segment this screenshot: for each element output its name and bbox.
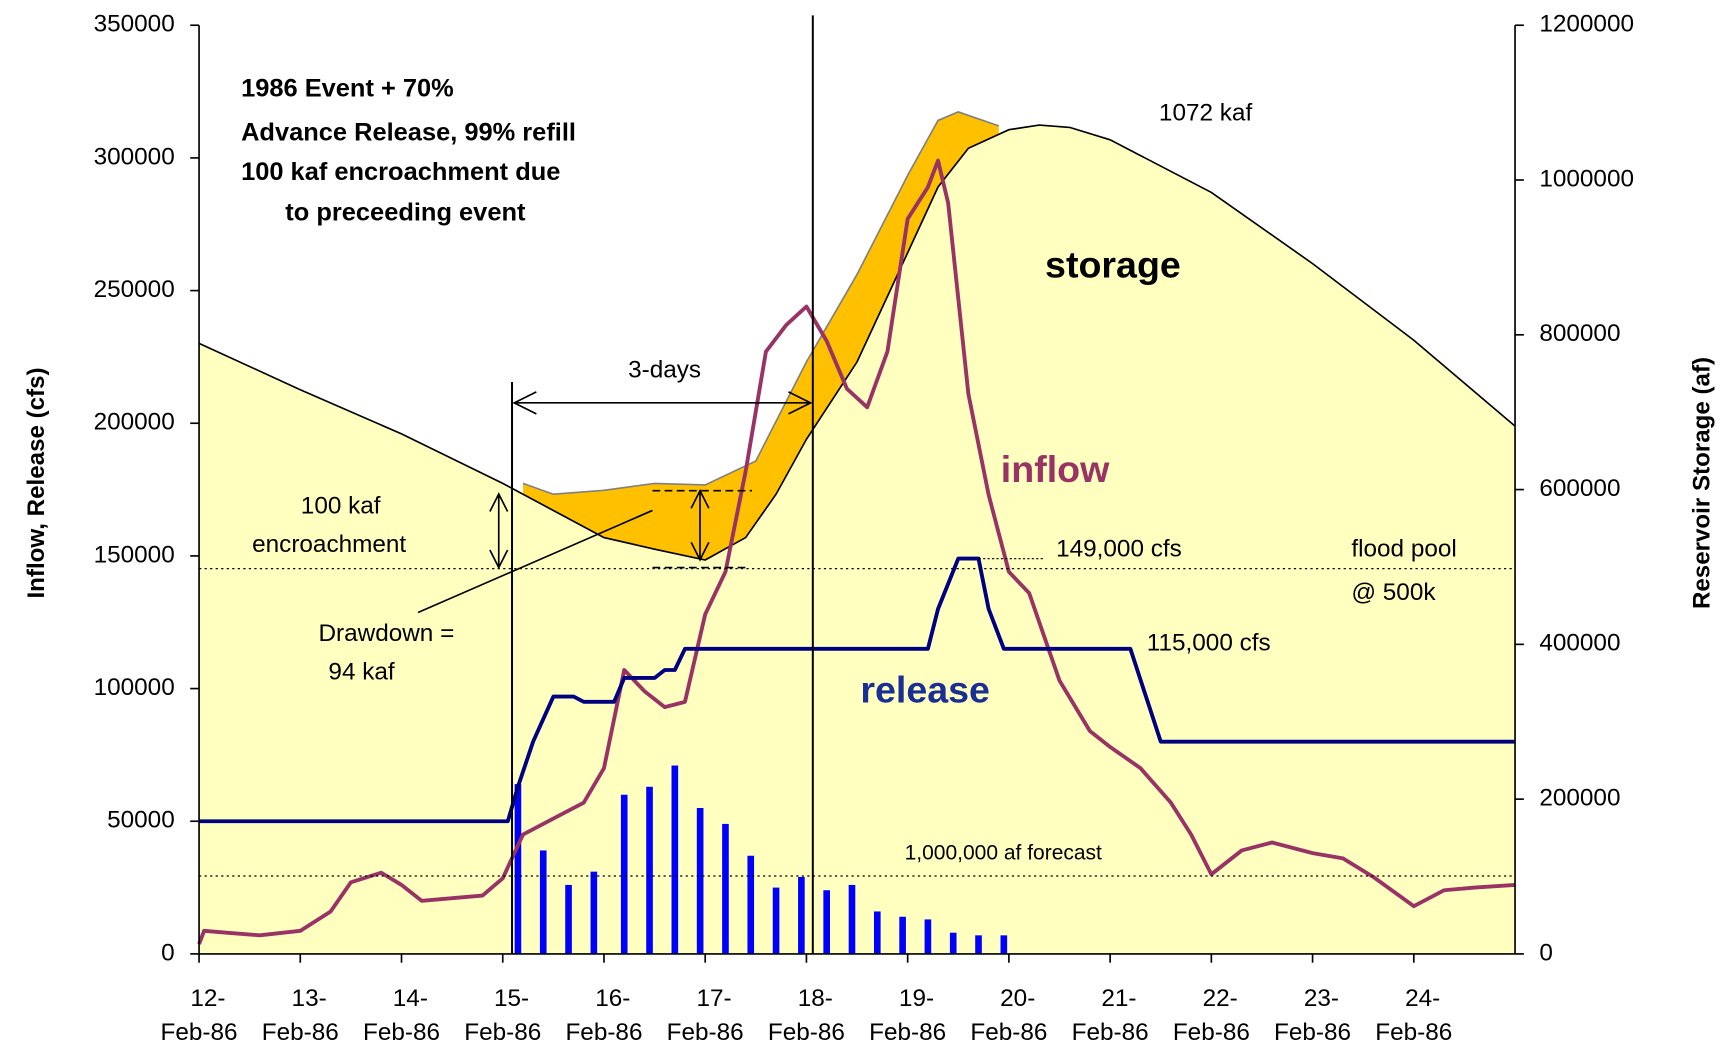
area-outline [522, 111, 1000, 496]
annotation-shapes [199, 15, 1516, 954]
x-tick-label: 24-Feb-86 [1375, 985, 1452, 1046]
x-tick-label: 16-Feb-86 [565, 985, 642, 1046]
bar [696, 807, 704, 954]
line [199, 556, 1516, 824]
bar [539, 850, 547, 954]
annotation: 100 kaf encroachment due [241, 158, 560, 186]
annotation: 1986 Event + 70% [241, 75, 454, 103]
bar [924, 919, 932, 954]
annotation: flood pool [1351, 535, 1456, 562]
area-outline [198, 124, 1516, 561]
x-tick-label: 21-Feb-86 [1072, 985, 1149, 1046]
y2-tick-label: 400000 [1539, 630, 1620, 657]
y2-axis-title: Reservoir Storage (af) [1688, 357, 1715, 609]
bar [514, 784, 522, 954]
arrowhead [788, 391, 813, 415]
y-tick-label: 350000 [94, 11, 175, 38]
y2-tick-label: 1200000 [1539, 11, 1634, 38]
annotation: 149,000 cfs [1056, 535, 1182, 562]
bar [671, 765, 679, 954]
bar [620, 794, 628, 954]
bar [823, 890, 830, 954]
annotation: 100 kaf [301, 493, 381, 520]
annotation: to preceeding event [285, 199, 526, 227]
bar [873, 911, 881, 954]
arrowhead [489, 492, 509, 512]
y2-tick-label: 600000 [1539, 475, 1620, 502]
bar [798, 876, 805, 954]
bar [848, 884, 856, 954]
plot-area [197, 111, 1516, 954]
x-tick-label: 12-Feb-86 [161, 985, 238, 1046]
x-tick-label: 15-Feb-86 [464, 985, 541, 1046]
pointer [417, 509, 653, 614]
annotation: inflow [1001, 448, 1110, 490]
y2-tick-label: 800000 [1539, 320, 1620, 347]
y-tick-label: 0 [161, 939, 175, 966]
y2-tick-label: 0 [1539, 939, 1553, 966]
y-tick-label: 250000 [94, 276, 175, 303]
x-tick-label: 14-Feb-86 [363, 985, 440, 1046]
x-tick-label: 17-Feb-86 [667, 985, 744, 1046]
bar [646, 786, 653, 954]
annotation: 3-days [628, 356, 701, 383]
y2-tick-label: 200000 [1539, 785, 1620, 812]
line [197, 158, 1516, 945]
bar [565, 884, 572, 954]
annotation: 94 kaf [328, 658, 394, 685]
arrowhead [690, 541, 710, 562]
x-tick-label: 23-Feb-86 [1274, 985, 1351, 1046]
x-tick-label: 22-Feb-86 [1173, 985, 1250, 1046]
bar [949, 932, 957, 954]
bar [590, 871, 598, 954]
bar [772, 887, 780, 954]
annotation: Advance Release, 99% refill [241, 119, 576, 147]
y-tick-label: 150000 [94, 541, 175, 568]
annotation: release [860, 669, 990, 711]
annotation: encroachment [252, 531, 406, 558]
arrowhead [489, 549, 509, 570]
bar [747, 855, 755, 954]
arrowhead [690, 488, 710, 509]
y-axis-title: Inflow, Release (cfs) [23, 367, 50, 598]
x-tick-label: 13-Feb-86 [262, 985, 339, 1046]
y-tick-label: 100000 [94, 674, 175, 701]
annotation: 1072 kaf [1159, 100, 1253, 127]
y-tick-label: 200000 [94, 409, 175, 436]
y-tick-label: 50000 [107, 807, 175, 834]
annotation: 1,000,000 af forecast [905, 842, 1102, 865]
x-tick-label: 19-Feb-86 [869, 985, 946, 1046]
annotation: 115,000 cfs [1147, 630, 1271, 657]
bar [899, 916, 906, 954]
bar [975, 935, 982, 954]
y-tick-label: 300000 [94, 143, 175, 170]
bar [1000, 935, 1008, 954]
annotation: @ 500k [1351, 579, 1436, 606]
x-tick-label: 18-Feb-86 [768, 985, 845, 1046]
bar [722, 823, 729, 954]
annotation: Drawdown = [318, 620, 454, 647]
y2-tick-label: 1000000 [1539, 165, 1634, 192]
area [199, 125, 1516, 954]
x-tick-label: 20-Feb-86 [970, 985, 1047, 1046]
arrowhead [512, 391, 537, 415]
annotation: storage [1045, 244, 1181, 286]
